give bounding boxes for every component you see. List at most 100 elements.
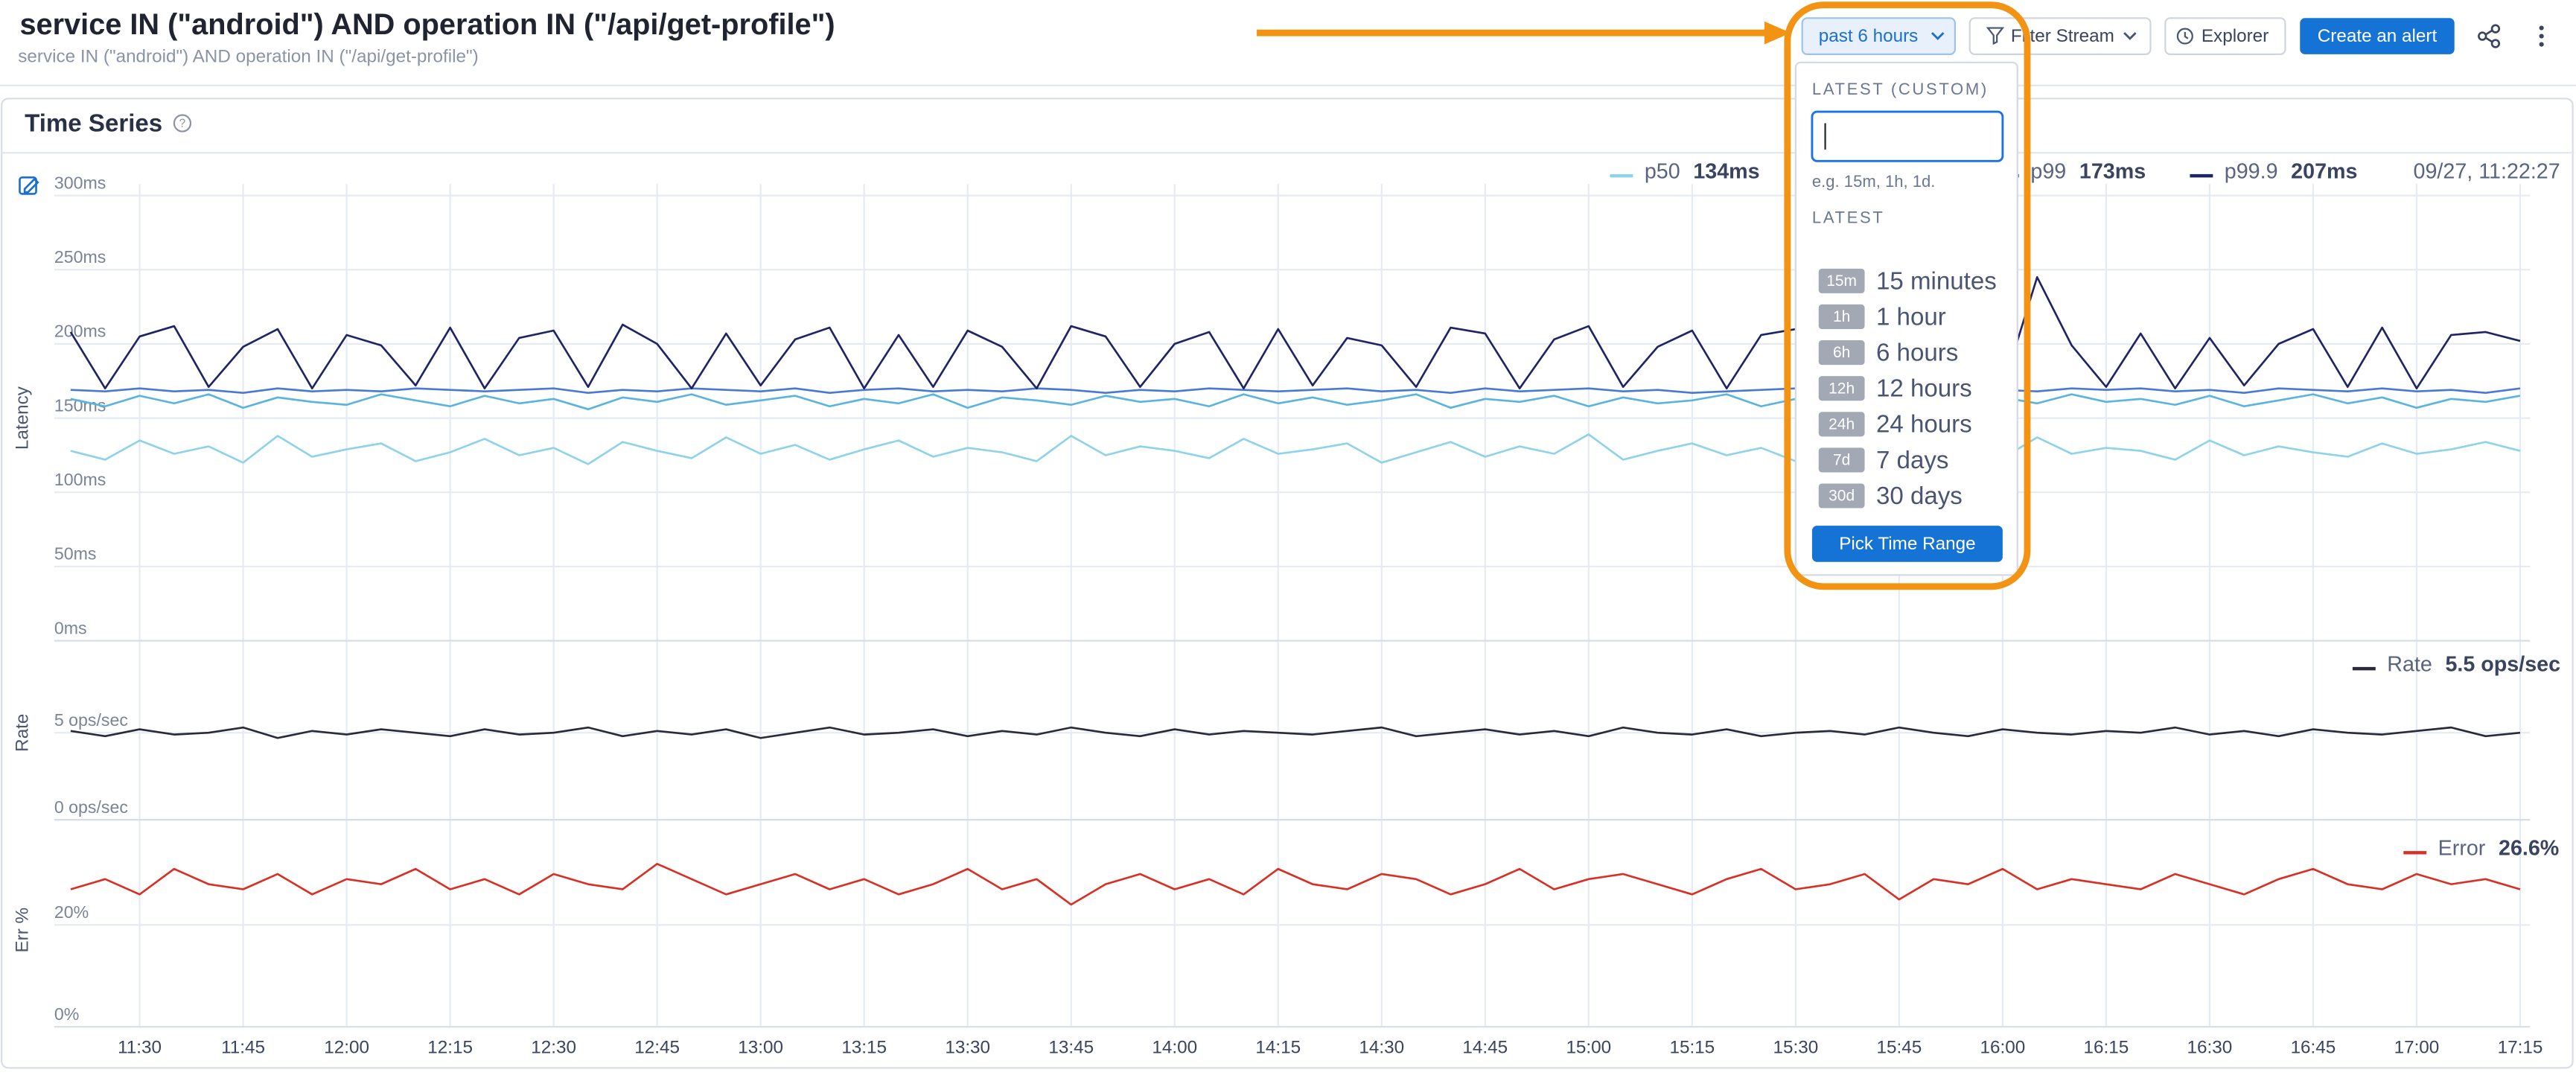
- legend-label[interactable]: Error: [2438, 836, 2486, 860]
- alert-button-label[interactable]: Create an alert: [2318, 26, 2438, 46]
- menu-option[interactable]: 6h 6 hours: [1818, 339, 1959, 367]
- explorer-button[interactable]: Explorer: [2164, 17, 2286, 55]
- legend-value[interactable]: 173ms: [2079, 159, 2146, 183]
- menu-option[interactable]: 1h 1 hour: [1818, 303, 1946, 331]
- option-badge-label[interactable]: 1h: [1833, 308, 1850, 325]
- legend-item[interactable]: p99 173ms: [1996, 159, 2146, 183]
- x-tick-label: 12:15: [427, 1037, 473, 1057]
- menu-option[interactable]: 24h 24 hours: [1818, 411, 1972, 439]
- time-button[interactable]: past 6 hours: [1801, 17, 1956, 55]
- option-badge-label[interactable]: 12h: [1829, 380, 1855, 397]
- x-tick-label: 13:45: [1048, 1037, 1094, 1057]
- more-icon[interactable]: [2539, 25, 2544, 47]
- legend-value[interactable]: 207ms: [2291, 159, 2357, 183]
- option-badge-label[interactable]: 24h: [1829, 415, 1855, 433]
- menu-option[interactable]: 15m 15 minutes: [1818, 267, 1997, 295]
- menu-box: [1794, 61, 2018, 576]
- option-badge-label[interactable]: 6h: [1833, 344, 1850, 361]
- series-line: [70, 433, 2521, 465]
- x-tick-label: 11:45: [221, 1037, 265, 1057]
- page-subtitle: service IN ("android") AND operation IN …: [18, 47, 478, 67]
- x-tick-label: 17:00: [2394, 1037, 2440, 1057]
- option-badge[interactable]: [1818, 447, 1865, 473]
- legend-label[interactable]: p99: [2030, 159, 2066, 183]
- option-label[interactable]: 7 days: [1876, 447, 1948, 474]
- option-label[interactable]: 15 minutes: [1876, 267, 1997, 295]
- x-tick-label: 15:45: [1877, 1037, 1922, 1057]
- x-tick-label: 12:45: [634, 1037, 680, 1057]
- y-tick-label: 0ms: [54, 618, 87, 637]
- custom-input[interactable]: [1811, 110, 2004, 162]
- option-label[interactable]: 6 hours: [1876, 339, 1958, 367]
- x-tick-label: 16:30: [2187, 1037, 2233, 1057]
- panel: [1, 98, 2574, 1069]
- option-badge[interactable]: [1818, 304, 1865, 330]
- help-icon[interactable]: ?: [173, 114, 192, 133]
- menu-option[interactable]: 12h 12 hours: [1818, 375, 1972, 403]
- x-tick-label: 12:30: [531, 1037, 576, 1057]
- pick-button[interactable]: [1811, 526, 2003, 562]
- time-button-label[interactable]: past 6 hours: [1819, 26, 1919, 46]
- time-menu: LATEST (CUSTOM) e.g. 15m, 1h, 1d. LATEST…: [1794, 61, 2018, 576]
- legend-item[interactable]: Rate 5.5 ops/sec: [2352, 652, 2560, 676]
- legend-value[interactable]: 26.6%: [2499, 836, 2559, 860]
- option-badge[interactable]: [1818, 376, 1865, 401]
- option-badge[interactable]: [1818, 483, 1865, 508]
- legend-value[interactable]: 5.5 ops/sec: [2445, 652, 2560, 676]
- alert-button[interactable]: Create an alert: [2300, 18, 2455, 54]
- menu-heading: LATEST (CUSTOM): [1812, 80, 1989, 98]
- panel-title: Time Series: [25, 109, 162, 137]
- input-hint: e.g. 15m, 1h, 1d.: [1812, 172, 1935, 191]
- x-tick-label: 16:45: [2291, 1037, 2336, 1057]
- pick-button-label[interactable]: Pick Time Range: [1839, 534, 1975, 554]
- option-badge[interactable]: [1818, 412, 1865, 437]
- menu-option[interactable]: 30d 30 days: [1818, 482, 1963, 510]
- series-line: [70, 862, 2521, 906]
- legend-label[interactable]: p50: [1645, 159, 1680, 183]
- y-tick-label: 20%: [54, 902, 89, 922]
- x-tick-label: 16:00: [1980, 1037, 2026, 1057]
- option-badge[interactable]: [1818, 340, 1865, 366]
- charts: 11:30 11:45 12:00 12:15 12:30 12:45 13:00 13:15…: [12, 159, 2560, 1057]
- y-tick-label: 50ms: [54, 544, 97, 564]
- y-tick-label: 300ms: [54, 173, 106, 192]
- explorer-button-label[interactable]: Explorer: [2202, 26, 2269, 46]
- series-line: [70, 726, 2521, 739]
- legend-label[interactable]: p99.9: [2225, 159, 2278, 183]
- legend-item[interactable]: p50 134ms: [1610, 159, 1760, 183]
- option-badge-label[interactable]: 7d: [1833, 452, 1850, 469]
- y-tick-label: 250ms: [54, 247, 106, 267]
- menu-option[interactable]: 7d 7 days: [1818, 447, 1949, 474]
- annotation: [1257, 1, 2031, 590]
- y-tick-label: 0%: [54, 1004, 79, 1024]
- legend-item[interactable]: Error 26.6%: [2403, 836, 2559, 860]
- option-label[interactable]: 1 hour: [1876, 303, 1946, 331]
- share-icon[interactable]: [2478, 24, 2501, 48]
- option-label[interactable]: 24 hours: [1876, 411, 1972, 439]
- y-tick-label: 100ms: [54, 470, 106, 489]
- option-label[interactable]: 30 days: [1876, 482, 1963, 510]
- legend-value[interactable]: 134ms: [1693, 159, 1759, 183]
- series-line: [70, 387, 2521, 394]
- option-badge-label[interactable]: 15m: [1826, 272, 1857, 290]
- x-tick-label: 15:30: [1773, 1037, 1818, 1057]
- edit-icon[interactable]: [19, 176, 39, 195]
- option-badge[interactable]: [1818, 268, 1865, 293]
- x-tick-label: 12:00: [324, 1037, 369, 1057]
- legend-item[interactable]: p99.9 207ms: [2190, 159, 2357, 183]
- x-tick-label: 14:45: [1462, 1037, 1508, 1057]
- x-tick-label: 13:30: [945, 1037, 990, 1057]
- page-title: service IN ("android") AND operation IN …: [19, 8, 835, 41]
- x-tick-label: 14:00: [1152, 1037, 1197, 1057]
- option-label[interactable]: 12 hours: [1876, 375, 1972, 403]
- hover-time: 09/27, 11:22:27: [2414, 159, 2560, 183]
- x-tick-label: 11:30: [118, 1037, 162, 1057]
- y-axis-title: Err %: [12, 908, 32, 953]
- legend-label[interactable]: Rate: [2387, 652, 2432, 676]
- series-line: [70, 393, 2521, 411]
- option-badge-label[interactable]: 30d: [1829, 488, 1855, 505]
- filter-button[interactable]: Filter Stream: [1968, 17, 2152, 55]
